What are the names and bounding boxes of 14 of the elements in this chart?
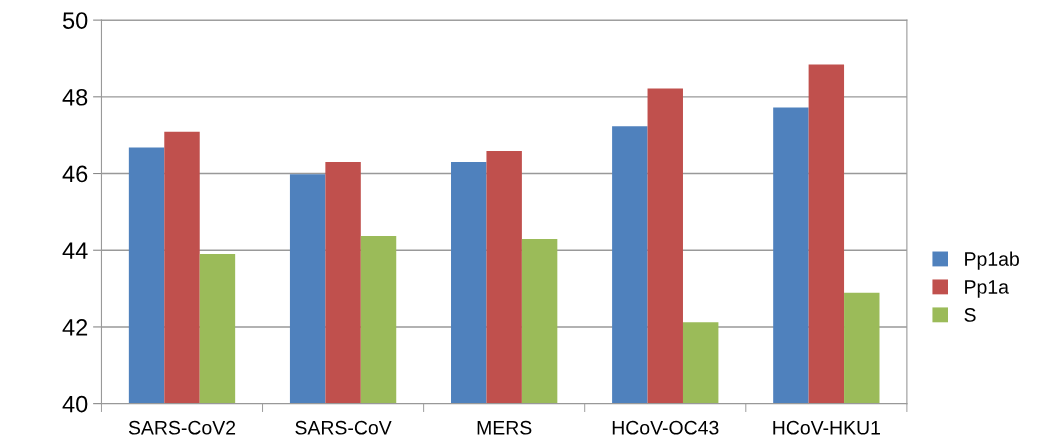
y-tick-label: 42 [62,319,88,336]
x-tick-label: SARS-CoV2 [128,420,236,435]
x-tick-label: SARS-CoV [295,420,392,435]
y-tick-label: 40 [62,395,88,413]
y-tick-label: 48 [62,88,88,106]
y-tick-label: 50 [62,12,88,29]
x-tick-label: HCoV-OC43 [612,420,719,435]
legend-label: Pp1ab [965,251,1019,270]
x-tick-label: HCoV-HKU1 [773,420,880,435]
y-tick-label: 44 [62,242,88,259]
legend-label: Pp1a [965,280,1009,298]
x-tick-label: MERS [477,420,532,435]
y-tick-label: 46 [62,165,88,183]
legend-label: S [964,308,976,322]
